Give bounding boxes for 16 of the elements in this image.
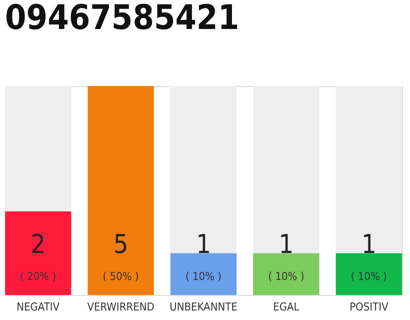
x-tick-label: EGAL [273, 300, 300, 314]
x-tick-label: POSITIV [350, 300, 388, 314]
annotation: ( 10% ) [268, 270, 304, 283]
annotation: ( 20% ) [20, 270, 56, 283]
annotation: ( 10% ) [185, 270, 222, 283]
x-tick-label: NEGATIV [16, 300, 60, 314]
data-label: 1 [278, 230, 294, 260]
x-tick-label: UNBEKANNTE [170, 300, 238, 314]
data-label: 2 [30, 230, 46, 260]
annotation: ( 10% ) [350, 270, 388, 283]
chart-title: 09467585421 [5, 0, 240, 38]
data-label: 1 [361, 230, 376, 260]
data-label: 5 [113, 230, 128, 260]
annotation: ( 50% ) [102, 270, 139, 283]
x-tick-label: VERWIRREND [87, 300, 155, 314]
data-label: 1 [196, 230, 211, 260]
